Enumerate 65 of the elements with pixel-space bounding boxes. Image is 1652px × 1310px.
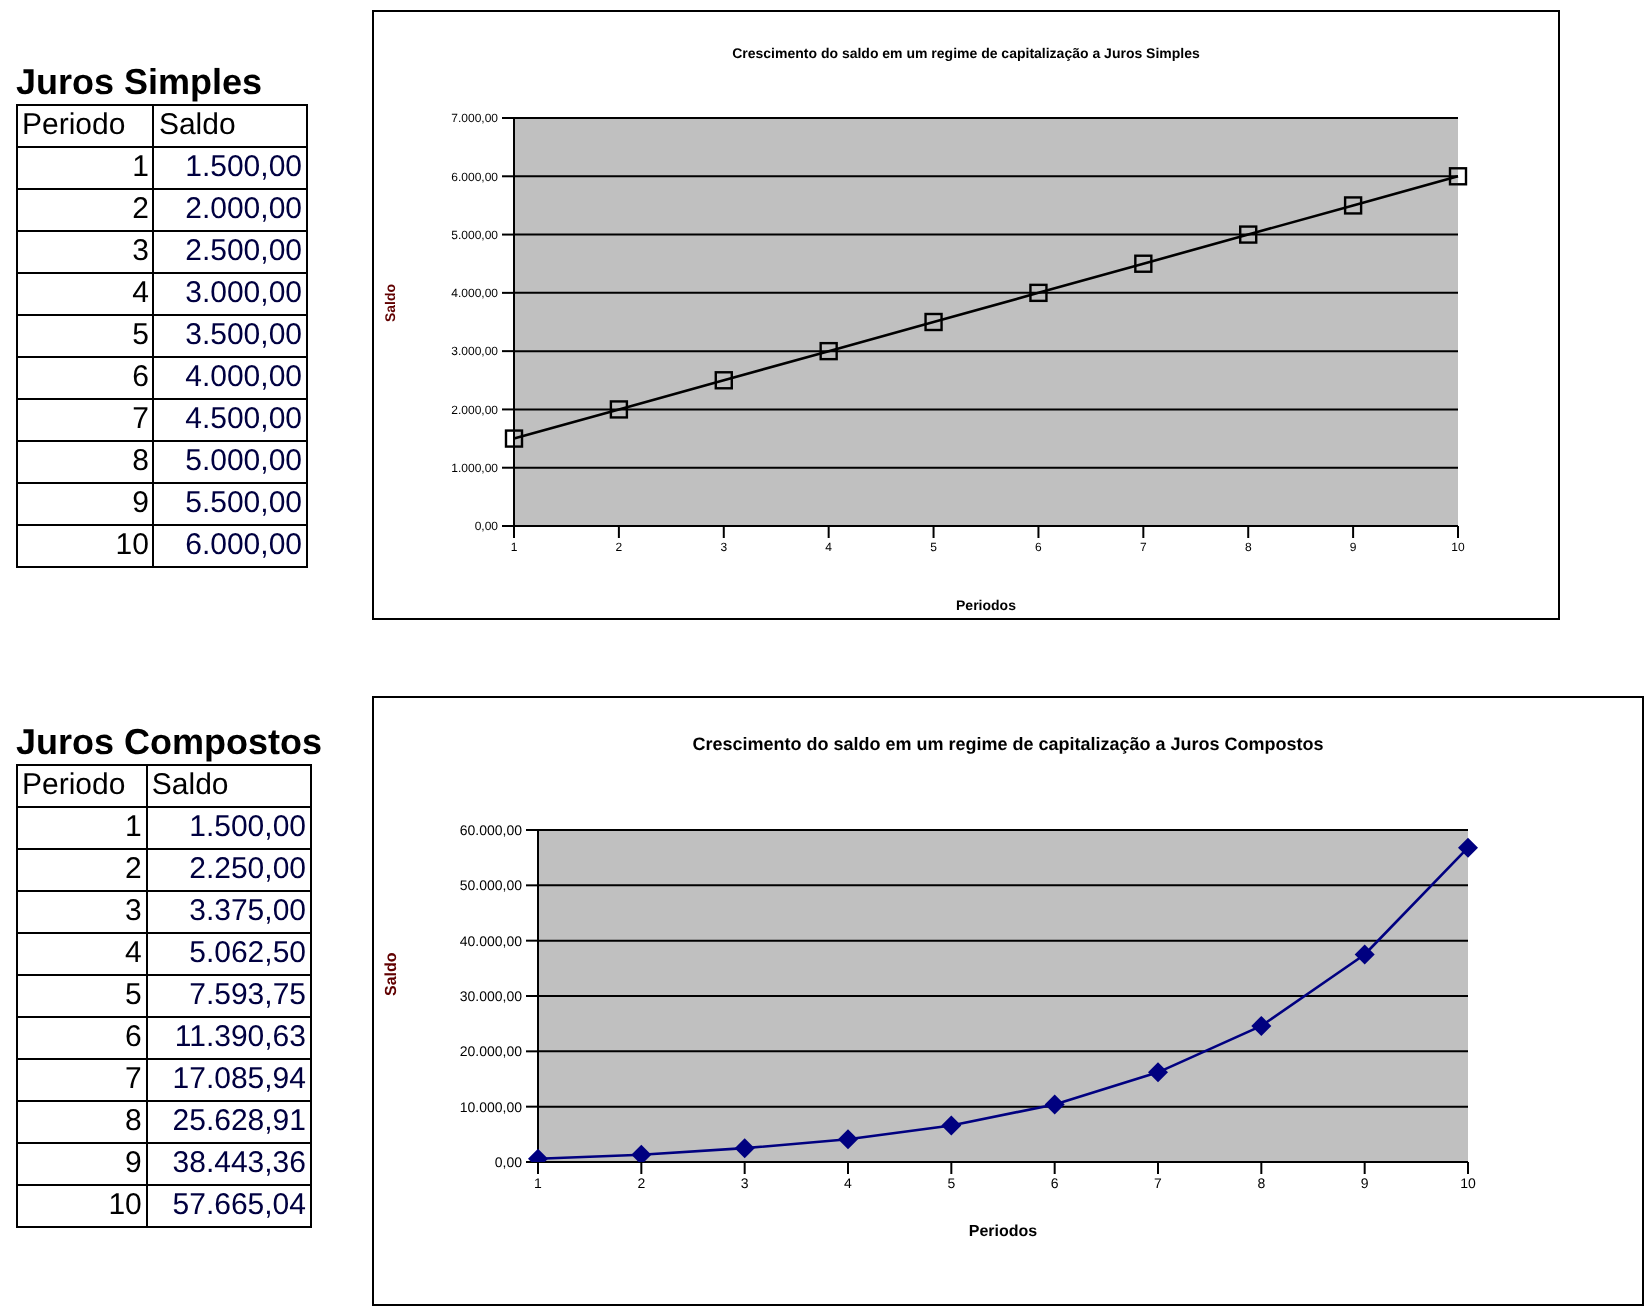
point (714, 371, 733, 390)
text: 9 (17, 483, 154, 525)
point (1029, 283, 1048, 303)
point (1448, 167, 1468, 186)
text: 7 (17, 399, 154, 441)
text: 3 (17, 231, 154, 273)
point (1134, 254, 1153, 273)
text: 7 (17, 1059, 147, 1101)
text: 2.500,00 (153, 231, 307, 273)
point (631, 1144, 652, 1162)
text: Juros Simples (16, 60, 265, 104)
text: Periodo (17, 765, 147, 807)
text: 6.000,00 (153, 525, 307, 567)
point (941, 1115, 962, 1136)
point (924, 312, 943, 332)
text: 38.443,36 (146, 1143, 311, 1185)
y-axis-title: Saldo (381, 952, 400, 996)
text: 1 (17, 807, 147, 849)
point (734, 1138, 755, 1159)
text: 6 (17, 357, 154, 399)
point (838, 1129, 858, 1150)
text: 3.375,00 (146, 891, 311, 933)
text: 2 (17, 849, 147, 891)
text: 5 (17, 315, 154, 357)
text: 8 (17, 441, 154, 483)
text: 4 (17, 933, 147, 975)
text: 6 (17, 1017, 147, 1059)
text: 4.500,00 (153, 399, 307, 441)
point (1148, 1062, 1168, 1083)
text: 11.390,63 (146, 1017, 311, 1059)
text: 2.250,00 (146, 849, 311, 891)
point (1354, 944, 1375, 965)
text: Juros Compostos (16, 720, 323, 764)
text: 4.000,00 (153, 357, 307, 399)
text: 1.500,00 (153, 147, 307, 189)
point (1343, 196, 1363, 215)
point (1239, 225, 1258, 244)
text: 1.500,00 (146, 807, 311, 849)
text: 25.628,91 (146, 1101, 311, 1143)
text: 3.500,00 (153, 315, 307, 357)
text: 5.062,50 (146, 933, 311, 975)
text: 5.500,00 (153, 483, 307, 525)
point (1044, 1094, 1065, 1115)
point (819, 341, 838, 361)
point (1251, 1015, 1272, 1036)
text: 2 (17, 189, 154, 231)
text: 3.000,00 (153, 273, 307, 315)
point (1458, 837, 1478, 858)
text: 7.593,75 (146, 975, 311, 1017)
text: 5.000,00 (153, 441, 307, 483)
point (609, 400, 629, 419)
point (504, 429, 524, 448)
text: 2.000,00 (153, 189, 307, 231)
text: Periodo (17, 105, 154, 147)
text: 57.665,04 (146, 1185, 311, 1227)
x-axis-title: Periodos (968, 1222, 1039, 1240)
text: 4 (17, 273, 154, 315)
text: Saldo (146, 765, 311, 807)
text: 8 (17, 1101, 147, 1143)
text: 5 (17, 975, 147, 1017)
text: 3 (17, 891, 147, 933)
text: 17.085,94 (146, 1059, 311, 1101)
chart-title: Crescimento do saldo em um regime de capitalização a Juros Compostos (690, 734, 1326, 754)
text: 1 (17, 147, 154, 189)
text: Saldo (153, 105, 307, 147)
